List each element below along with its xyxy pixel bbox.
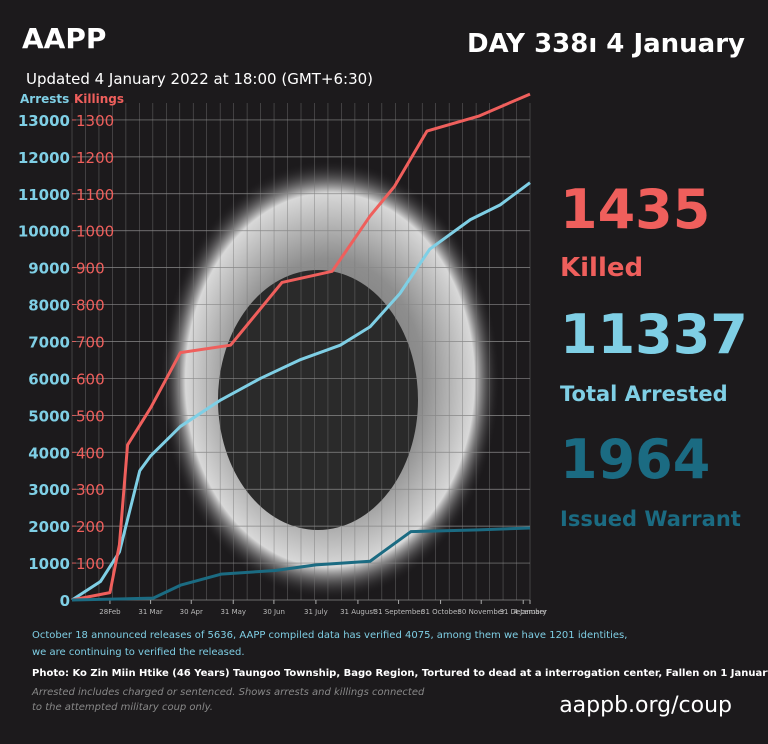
- day-title: DAY 338ı 4 January: [467, 29, 745, 59]
- disclaimer: to the attempted military coup only.: [32, 702, 213, 713]
- note: we are continuing to verified the releas…: [32, 647, 245, 658]
- y2-tick-label: 500: [76, 407, 105, 425]
- y2-tick-label: 1300: [76, 112, 114, 130]
- series-line: [71, 526, 531, 602]
- axis-label: Killings: [74, 92, 124, 106]
- updated: Updated 4 January 2022 at 18:00 (GMT+6:3…: [26, 70, 373, 88]
- stat-value: 1435: [560, 178, 710, 241]
- y-tick-label: 11000: [18, 186, 70, 204]
- series-line: [71, 181, 531, 602]
- disclaimer: Arrested includes charged or sentenced. …: [31, 687, 425, 698]
- x-tick-label: 31 September: [374, 608, 424, 616]
- stat-label: Killed: [560, 253, 643, 283]
- note: October 18 announced releases of 5636, A…: [32, 630, 627, 641]
- y2-tick-label: 200: [76, 518, 105, 536]
- y2-tick-label: 400: [76, 444, 105, 462]
- x-tick-label: 31 May: [220, 608, 246, 616]
- y2-tick-label: 100: [76, 555, 105, 573]
- y2-tick-label: 1000: [76, 223, 114, 241]
- series-line: [71, 92, 531, 602]
- x-tick-label: 30 November: [457, 608, 505, 616]
- x-tick-label: 4 January: [513, 608, 546, 616]
- y-tick-label: 1000: [28, 555, 70, 573]
- x-tick-label: 31 Mar: [138, 608, 162, 616]
- y2-tick-label: 1200: [76, 149, 114, 167]
- stat-value: 11337: [560, 303, 748, 366]
- photo-caption: Photo: Ko Zin Miin Htike (46 Years) Taun…: [32, 668, 768, 679]
- y-tick-label: 13000: [18, 112, 70, 130]
- stats: 1435 Killed 11337 Total Arrested 1964 Issued …: [560, 178, 748, 531]
- photo-figure: [218, 270, 418, 530]
- y-tick-label: 10000: [18, 223, 70, 241]
- y-tick-label: 2000: [28, 518, 70, 536]
- y-tick-label: 8000: [28, 297, 70, 315]
- y-tick-label: 6000: [28, 370, 70, 388]
- y-tick-label: 9000: [28, 260, 70, 278]
- url: aappb.org/coup: [559, 693, 732, 718]
- y2-tick-label: 300: [76, 481, 105, 499]
- x-tick-label: 31 December: [500, 608, 548, 616]
- x-tick-label: 30 Apr: [180, 608, 203, 616]
- y-tick-label: 12000: [18, 149, 70, 167]
- x-tick-label: 31 October: [421, 608, 460, 616]
- y-tick-label: 0: [60, 592, 70, 610]
- y-tick-label: 3000: [28, 481, 70, 499]
- y-tick-label: 4000: [28, 444, 70, 462]
- y2-tick-label: 800: [76, 297, 105, 315]
- x-tick-label: 28Feb: [99, 608, 121, 616]
- y2-tick-label: 700: [76, 334, 105, 352]
- brand: AAPP: [22, 22, 106, 55]
- chart: 0 1000 2000 3000 4000 5000 6000 7000 8000 9000 100…: [18, 92, 547, 616]
- stat-label: Issued Warrant: [560, 507, 741, 531]
- y2-tick-label: 900: [76, 260, 105, 278]
- y-tick-label: 5000: [28, 407, 70, 425]
- x-tick-label: 31 August: [340, 608, 376, 616]
- y2-tick-label: 1100: [76, 186, 114, 204]
- y2-tick-label: 600: [76, 370, 105, 388]
- x-tick-label: 31 July: [304, 608, 328, 616]
- x-tick-label: 30 Jun: [263, 608, 285, 616]
- axis-label: Arrests: [20, 92, 69, 106]
- stat-label: Total Arrested: [560, 382, 728, 406]
- stat-value: 1964: [560, 428, 710, 491]
- y-tick-label: 7000: [28, 334, 70, 352]
